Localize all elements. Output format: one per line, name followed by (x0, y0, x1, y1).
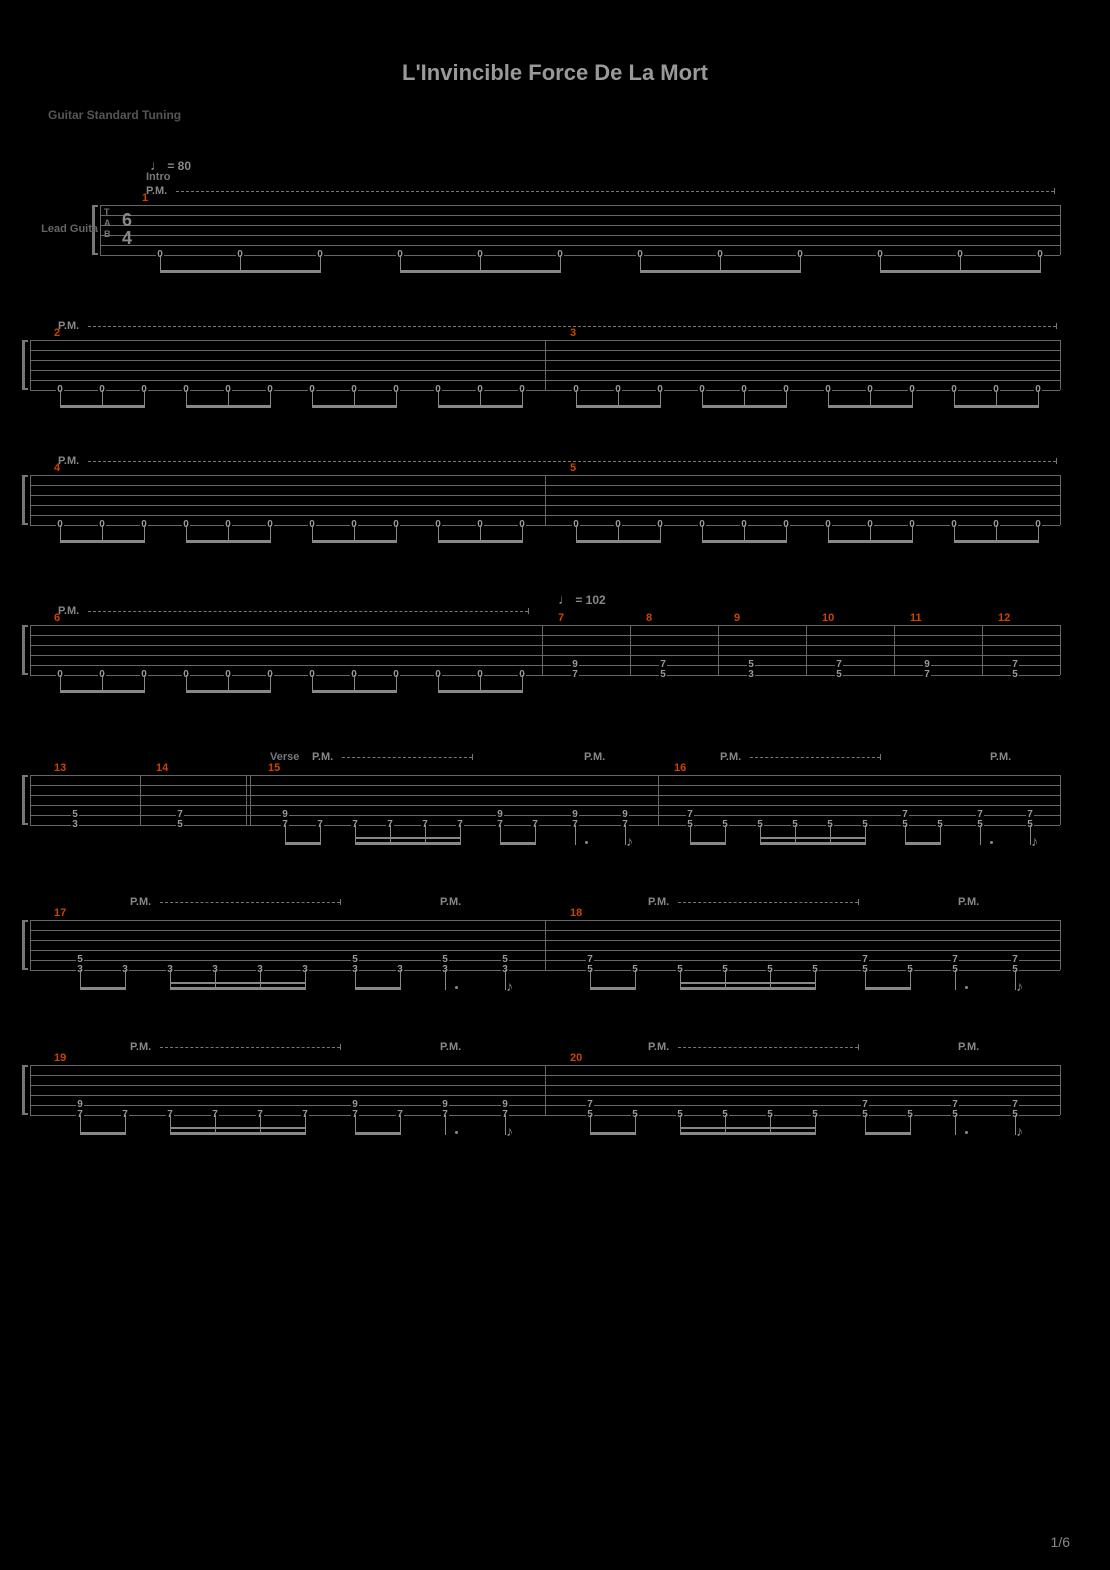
staff-system: VerseP.M.P.M.P.M.P.M.1314151653759777777… (30, 775, 1060, 845)
fret-number: 5 (659, 669, 667, 680)
bar-number: 2 (54, 327, 60, 339)
fret-number: 5 (835, 669, 843, 680)
bar-number: 6 (54, 612, 60, 624)
palm-mute-label: P.M. (130, 1041, 151, 1053)
bar-number: 14 (156, 762, 168, 774)
palm-mute-label: P.M. (312, 751, 333, 763)
fret-number: 5 (1011, 669, 1019, 680)
bar-number: 4 (54, 462, 60, 474)
palm-mute-label: P.M. (648, 896, 669, 908)
palm-mute-label: P.M. (58, 320, 79, 332)
palm-mute-label: P.M. (990, 751, 1011, 763)
palm-mute-label: P.M. (958, 896, 979, 908)
bar-number: 16 (674, 762, 686, 774)
page-number: 1/6 (1051, 1534, 1070, 1550)
staff-system: ♩ = 102P.M.67891011120000000000009775537… (30, 625, 1060, 695)
fret-number: 7 (923, 669, 931, 680)
bar-number: 3 (570, 327, 576, 339)
tab-clef: TAB (104, 207, 111, 240)
palm-mute-label: P.M. (584, 751, 605, 763)
palm-mute-label: P.M. (58, 605, 79, 617)
bar-number: 1 (142, 192, 148, 204)
staff-system: P.M.P.M.P.M.P.M.192097777779779797♪75555… (30, 1065, 1060, 1135)
bar-number: 15 (268, 762, 280, 774)
bar-number: 9 (734, 612, 740, 624)
bar-number: 11 (910, 612, 922, 624)
palm-mute-label: P.M. (958, 1041, 979, 1053)
staff-system: P.M.45000000000000000000000000 (30, 475, 1060, 545)
palm-mute-label: P.M. (146, 185, 167, 197)
bar-number: 12 (998, 612, 1010, 624)
palm-mute-label: P.M. (720, 751, 741, 763)
bar-number: 7 (558, 612, 564, 624)
fret-number: 7 (571, 669, 579, 680)
bar-number: 17 (54, 907, 66, 919)
bar-number: 19 (54, 1052, 66, 1064)
tuning-label: Guitar Standard Tuning (48, 108, 181, 122)
section-label: Intro (146, 171, 170, 183)
fret-number: 3 (747, 669, 755, 680)
bar-number: 10 (822, 612, 834, 624)
tempo-marking: ♩ = 102 (558, 591, 606, 607)
staff-system: P.M.P.M.P.M.P.M.171853333335335353♪75555… (30, 920, 1060, 990)
bar-number: 5 (570, 462, 576, 474)
palm-mute-label: P.M. (58, 455, 79, 467)
palm-mute-label: P.M. (440, 1041, 461, 1053)
palm-mute-label: P.M. (130, 896, 151, 908)
bar-number: 8 (646, 612, 652, 624)
instrument-label: Lead Guita (28, 223, 98, 235)
palm-mute-label: P.M. (440, 896, 461, 908)
staff-system: TABLead Guita64♩ = 80IntroP.M.1000000000… (100, 205, 1060, 275)
bar-number: 20 (570, 1052, 582, 1064)
palm-mute-label: P.M. (648, 1041, 669, 1053)
staff-system: P.M.23000000000000000000000000 (30, 340, 1060, 410)
bar-number: 18 (570, 907, 582, 919)
song-title: L'Invincible Force De La Mort (0, 0, 1110, 86)
bar-number: 13 (54, 762, 66, 774)
time-signature: 64 (122, 211, 132, 247)
